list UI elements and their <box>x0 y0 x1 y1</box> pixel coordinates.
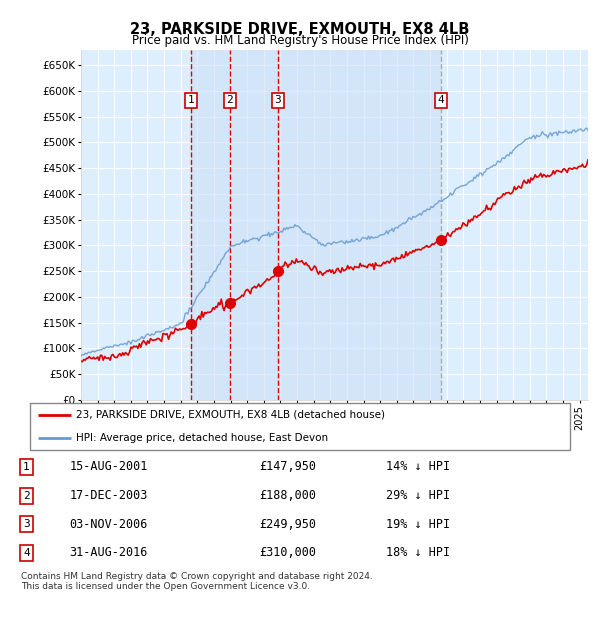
Text: 3: 3 <box>23 520 30 529</box>
Text: HPI: Average price, detached house, East Devon: HPI: Average price, detached house, East… <box>76 433 328 443</box>
Bar <box>191 50 230 400</box>
Bar <box>278 50 441 400</box>
Text: 1: 1 <box>23 462 30 472</box>
Text: 1: 1 <box>188 95 194 105</box>
Bar <box>230 50 278 400</box>
Text: £249,950: £249,950 <box>260 518 317 531</box>
Text: Price paid vs. HM Land Registry's House Price Index (HPI): Price paid vs. HM Land Registry's House … <box>131 34 469 47</box>
Text: 2: 2 <box>23 490 30 500</box>
Text: 17-DEC-2003: 17-DEC-2003 <box>70 489 148 502</box>
Text: 03-NOV-2006: 03-NOV-2006 <box>70 518 148 531</box>
Text: 23, PARKSIDE DRIVE, EXMOUTH, EX8 4LB: 23, PARKSIDE DRIVE, EXMOUTH, EX8 4LB <box>130 22 470 37</box>
Text: 18% ↓ HPI: 18% ↓ HPI <box>386 546 451 559</box>
Text: 3: 3 <box>274 95 281 105</box>
Text: 31-AUG-2016: 31-AUG-2016 <box>70 546 148 559</box>
Text: £147,950: £147,950 <box>260 461 317 474</box>
Text: £310,000: £310,000 <box>260 546 317 559</box>
Text: 29% ↓ HPI: 29% ↓ HPI <box>386 489 451 502</box>
Text: 15-AUG-2001: 15-AUG-2001 <box>70 461 148 474</box>
Text: 23, PARKSIDE DRIVE, EXMOUTH, EX8 4LB (detached house): 23, PARKSIDE DRIVE, EXMOUTH, EX8 4LB (de… <box>76 410 385 420</box>
Text: 4: 4 <box>437 95 445 105</box>
Text: 14% ↓ HPI: 14% ↓ HPI <box>386 461 451 474</box>
Text: £188,000: £188,000 <box>260 489 317 502</box>
Text: 4: 4 <box>23 548 30 558</box>
Text: 19% ↓ HPI: 19% ↓ HPI <box>386 518 451 531</box>
FancyBboxPatch shape <box>30 403 570 450</box>
Text: 2: 2 <box>227 95 233 105</box>
Text: Contains HM Land Registry data © Crown copyright and database right 2024.
This d: Contains HM Land Registry data © Crown c… <box>21 572 373 591</box>
